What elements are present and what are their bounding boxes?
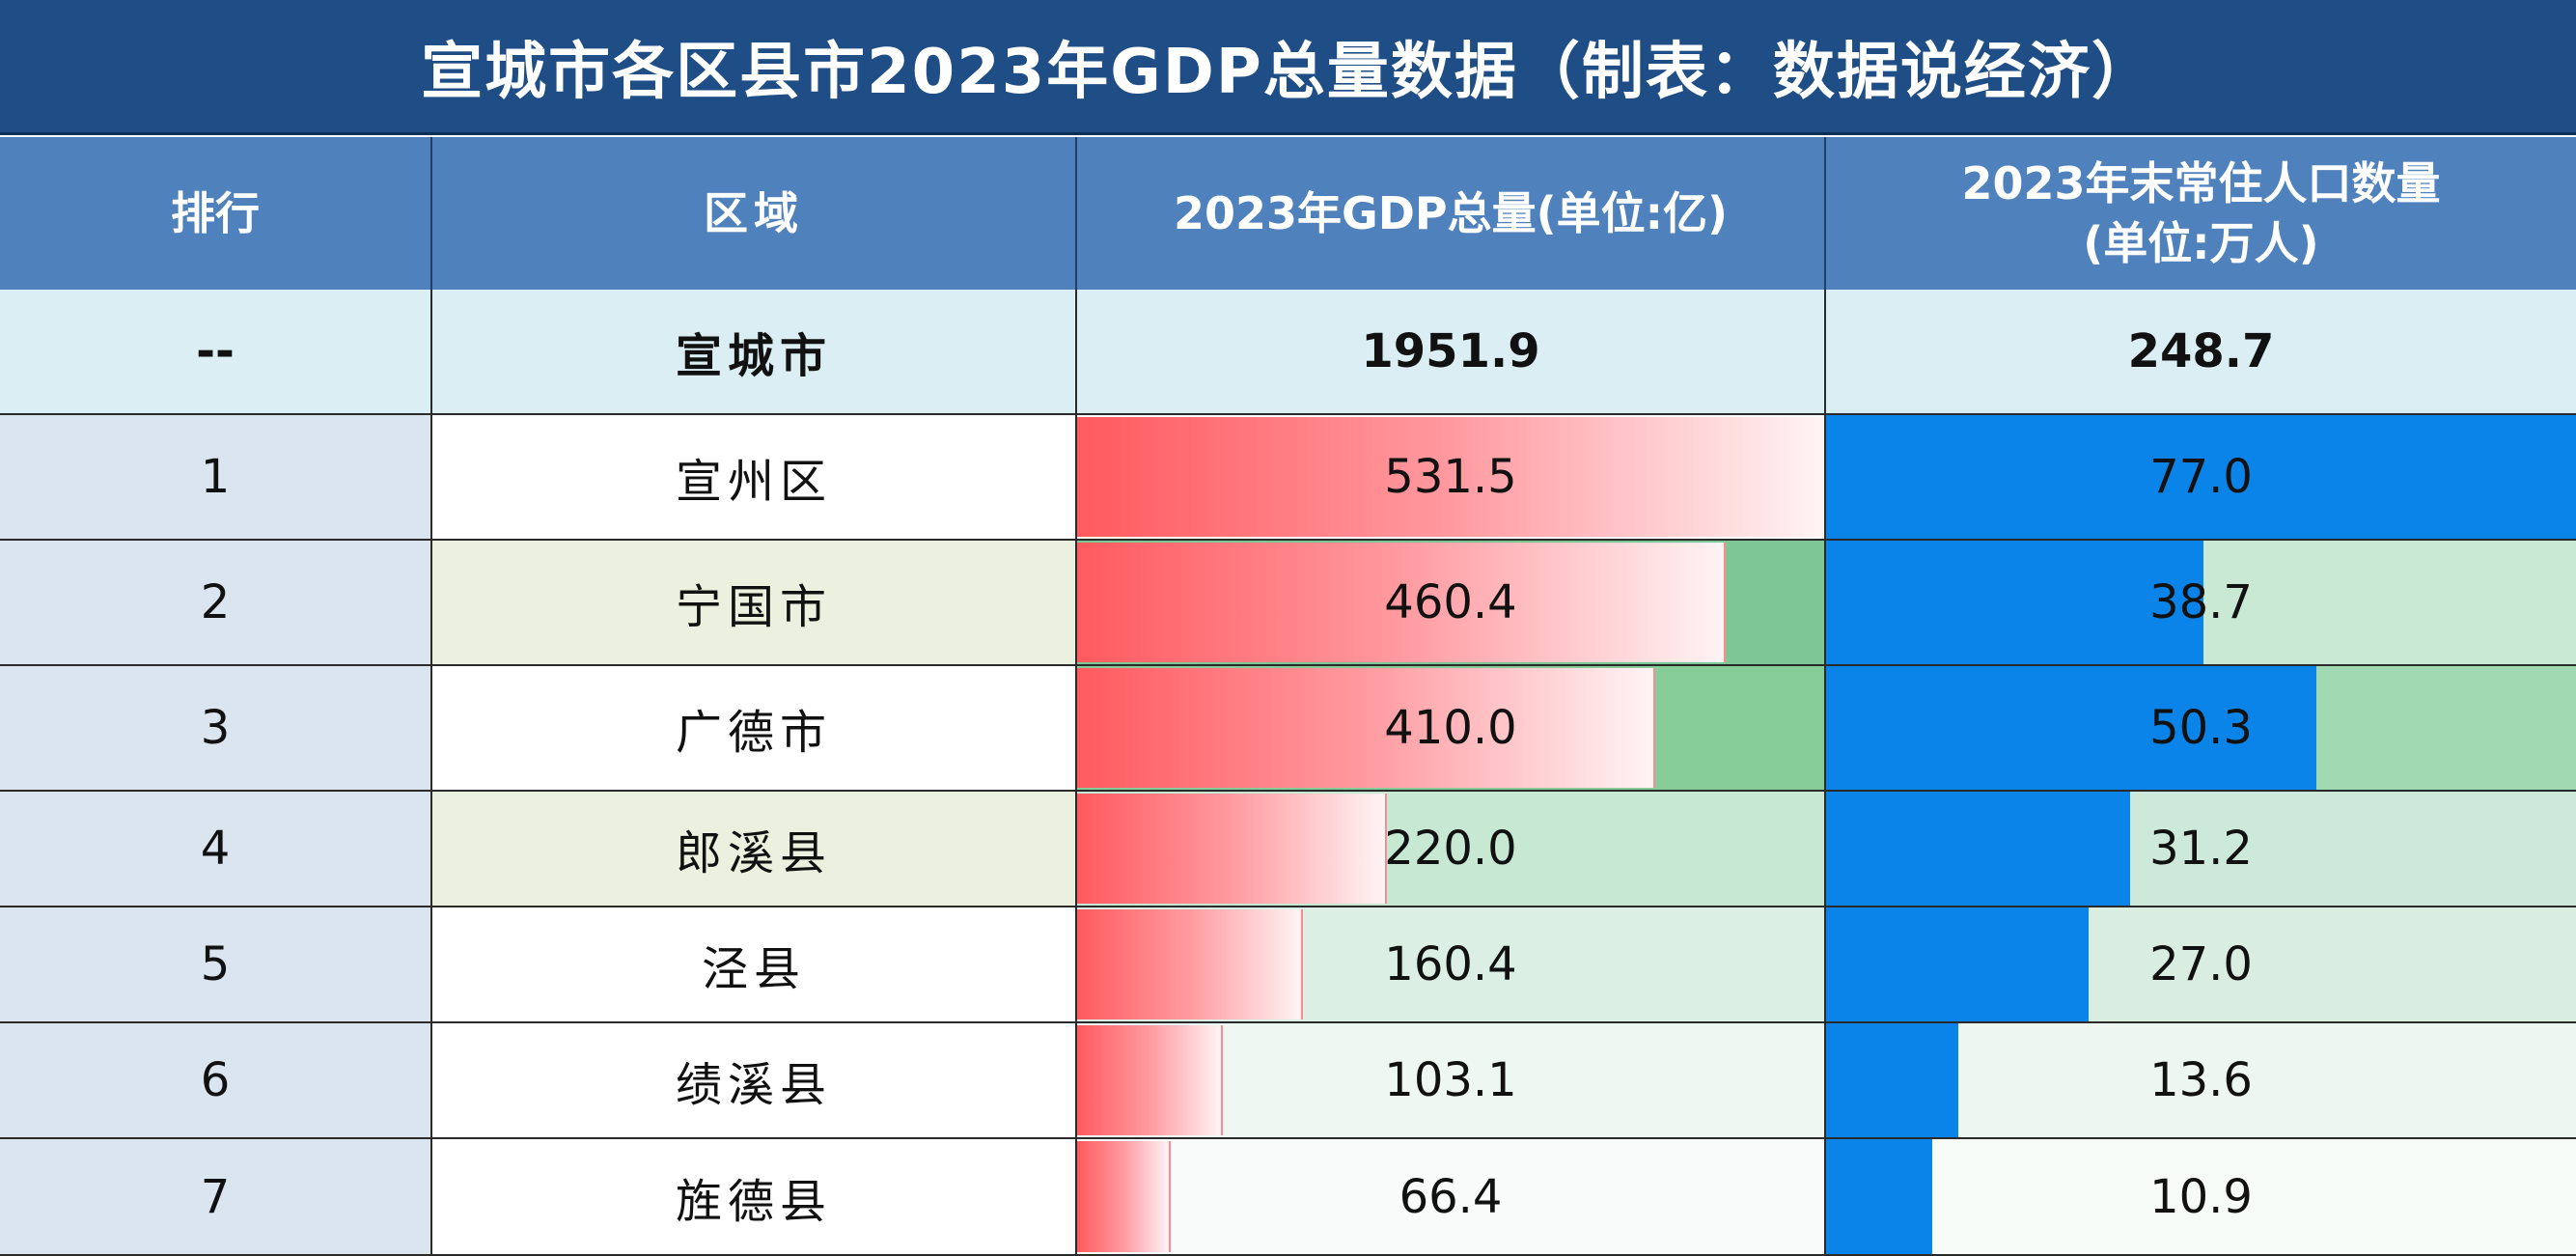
rank-cell: 7 — [0, 1139, 432, 1256]
pop-bar — [1826, 541, 2203, 664]
table-row: 1 宣州区 531.5 77.0 — [0, 415, 2576, 541]
rank-label: 4 — [200, 822, 231, 876]
rank-label: 2 — [200, 575, 231, 629]
rank-cell: 4 — [0, 792, 432, 907]
pop-bar — [1826, 1139, 1932, 1254]
pop-cell: 10.9 — [1826, 1139, 2576, 1256]
total-rank: -- — [196, 324, 235, 378]
rank-cell: 5 — [0, 907, 432, 1023]
region-cell: 旌德县 — [432, 1139, 1077, 1256]
gdp-value: 460.4 — [1384, 575, 1517, 629]
pop-value: 31.2 — [2149, 822, 2253, 876]
pop-cell: 38.7 — [1826, 541, 2576, 666]
pop-bar — [1826, 415, 2576, 539]
gdp-value: 66.4 — [1399, 1169, 1503, 1224]
pop-value: 27.0 — [2149, 937, 2253, 991]
region-label: 郎溪县 — [675, 826, 832, 880]
header-region: 区域 — [432, 137, 1077, 290]
table-row: 5 泾县 160.4 27.0 — [0, 907, 2576, 1023]
gdp-bar — [1077, 909, 1303, 1019]
region-cell: 宁国市 — [432, 541, 1077, 666]
region-cell: 广德市 — [432, 666, 1077, 792]
region-label: 广德市 — [675, 706, 832, 760]
total-pop-cell: 248.7 — [1826, 290, 2576, 415]
rank-label: 7 — [200, 1169, 231, 1224]
total-region: 宣城市 — [675, 329, 832, 383]
gdp-value: 103.1 — [1384, 1053, 1517, 1107]
rank-label: 1 — [200, 450, 231, 504]
gdp-cell: 160.4 — [1077, 907, 1826, 1023]
gdp-bar — [1077, 417, 1824, 537]
rank-label: 6 — [200, 1053, 231, 1107]
gdp-cell: 460.4 — [1077, 541, 1826, 666]
gdp-cell: 410.0 — [1077, 666, 1826, 792]
region-label: 旌德县 — [675, 1174, 832, 1229]
total-pop: 248.7 — [2127, 324, 2275, 378]
pop-value: 50.3 — [2149, 701, 2253, 755]
pop-bar — [1826, 666, 2316, 790]
gdp-cell: 66.4 — [1077, 1139, 1826, 1256]
table-row: 7 旌德县 66.4 10.9 — [0, 1139, 2576, 1256]
gdp-cell: 531.5 — [1077, 415, 1826, 541]
table-row: 4 郎溪县 220.0 31.2 — [0, 792, 2576, 907]
pop-cell: 77.0 — [1826, 415, 2576, 541]
pop-bar — [1826, 1023, 1958, 1137]
gdp-value: 160.4 — [1384, 937, 1517, 991]
pop-cell: 31.2 — [1826, 792, 2576, 907]
region-cell: 郎溪县 — [432, 792, 1077, 907]
gdp-bar — [1077, 1141, 1171, 1252]
pop-value: 77.0 — [2149, 450, 2253, 504]
pop-cell: 50.3 — [1826, 666, 2576, 792]
gdp-value: 531.5 — [1384, 450, 1517, 504]
gdp-value: 220.0 — [1384, 822, 1517, 876]
table-row: 2 宁国市 460.4 38.7 — [0, 541, 2576, 666]
pop-bar — [1826, 907, 2089, 1021]
region-label: 宁国市 — [675, 580, 832, 634]
gdp-bar — [1077, 1025, 1223, 1135]
gdp-value: 410.0 — [1384, 701, 1517, 755]
region-label: 泾县 — [701, 942, 806, 996]
gdp-cell: 220.0 — [1077, 792, 1826, 907]
pop-cell: 27.0 — [1826, 907, 2576, 1023]
gdp-bar — [1077, 668, 1655, 788]
pop-cell: 13.6 — [1826, 1023, 2576, 1139]
header-rank: 排行 — [0, 137, 432, 290]
rank-cell: 3 — [0, 666, 432, 792]
total-rank-cell: -- — [0, 290, 432, 415]
rank-cell: 6 — [0, 1023, 432, 1139]
total-region-cell: 宣城市 — [432, 290, 1077, 415]
header-population: 2023年末常住人口数量 (单位:万人) — [1826, 137, 2576, 290]
pop-value: 38.7 — [2149, 575, 2253, 629]
rank-cell: 1 — [0, 415, 432, 541]
region-label: 宣州区 — [675, 455, 832, 509]
region-label: 绩溪县 — [675, 1058, 832, 1112]
pop-value: 10.9 — [2149, 1169, 2253, 1224]
gdp-bar — [1077, 794, 1387, 904]
pop-value: 13.6 — [2149, 1053, 2253, 1107]
rank-label: 5 — [200, 937, 231, 991]
total-gdp: 1951.9 — [1361, 324, 1540, 378]
total-gdp-cell: 1951.9 — [1077, 290, 1826, 415]
table-row: 3 广德市 410.0 50.3 — [0, 666, 2576, 792]
table-row: 6 绩溪县 103.1 13.6 — [0, 1023, 2576, 1139]
rank-cell: 2 — [0, 541, 432, 666]
rank-label: 3 — [200, 701, 231, 755]
total-row: -- 宣城市 1951.9 248.7 — [0, 290, 2576, 415]
region-cell: 泾县 — [432, 907, 1077, 1023]
table-title: 宣城市各区县市2023年GDP总量数据（制表：数据说经济） — [0, 0, 2576, 135]
header-population-line2: (单位:万人) — [2083, 217, 2319, 269]
gdp-cell: 103.1 — [1077, 1023, 1826, 1139]
region-cell: 宣州区 — [432, 415, 1077, 541]
pop-bar — [1826, 792, 2130, 906]
header-gdp: 2023年GDP总量(单位:亿) — [1077, 137, 1826, 290]
header-population-line1: 2023年末常住人口数量 — [1961, 156, 2441, 209]
region-cell: 绩溪县 — [432, 1023, 1077, 1139]
gdp-bar — [1077, 543, 1726, 662]
